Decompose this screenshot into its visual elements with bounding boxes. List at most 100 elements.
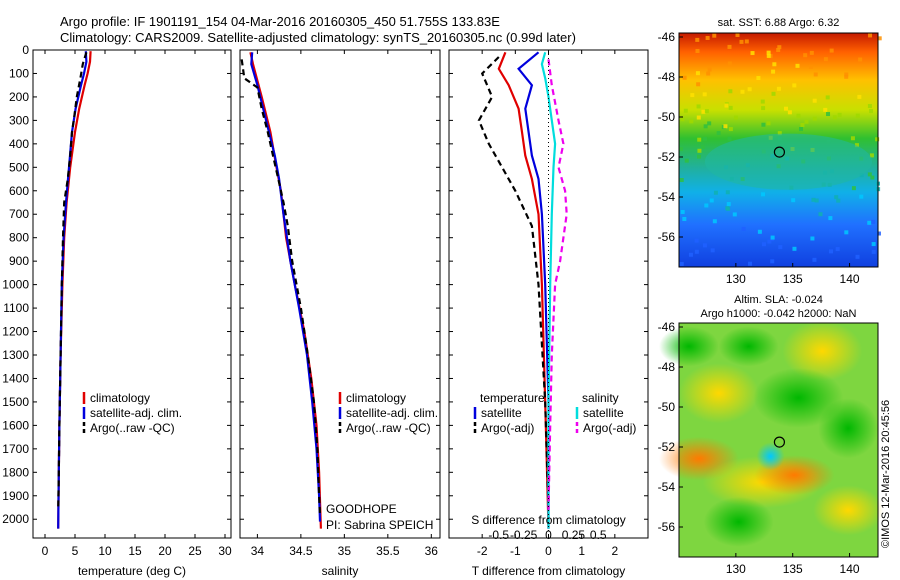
sst-cell [795,63,800,68]
sst-cell [776,86,781,91]
x-tick-label: 140 [840,272,860,286]
y-tick-label: 300 [9,113,29,127]
legend-label: climatology [90,391,150,405]
sst-cell [800,122,805,127]
sst-cell [733,115,738,120]
sla-blob [782,321,863,382]
sst-cell [724,103,729,108]
series-line [497,51,550,529]
sst-cell [766,50,771,55]
sst-cell [818,212,823,217]
sst-cell [682,216,687,221]
sst-cell [679,261,684,266]
x-tick-label: 135 [783,562,803,576]
x-tick-label-top: 0 [545,528,552,542]
y-tick-label: -52 [658,440,676,454]
x-tick-label: 25 [188,544,202,558]
x-tick-label-top: 0.25 [562,528,586,542]
sst-cell [740,89,745,94]
sst-cell [836,198,841,203]
y-tick-label: 2000 [2,512,29,526]
y-tick-label: 700 [9,207,29,221]
x-tick-label: 20 [158,544,172,558]
x-tick-label: 130 [726,272,746,286]
sst-cell [787,110,792,115]
sst-cell [688,252,693,257]
sst-cell [696,82,701,87]
sst-cell [771,91,776,96]
y-tick-label: 1000 [2,278,29,292]
y-tick-label: -54 [658,190,676,204]
sst-cell [835,247,840,252]
y-tick-label: 1100 [3,301,29,315]
sst-cell [760,99,765,104]
sst-cell [695,49,700,54]
legend-label: Argo(..raw -QC) [346,421,431,435]
sst-cell [702,92,707,97]
y-tick-label: 1600 [2,418,29,432]
sst-cell [770,235,775,240]
sst-cell [770,259,775,264]
temperature-panel: 0 5 10 15 20 25 300100200300400500600700800900… [2,43,232,578]
x-tick-label: 34 [251,544,265,558]
sst-cell [869,153,874,158]
sst-cell [776,47,781,52]
sla-blob [718,326,779,367]
sst-cell [867,172,872,177]
sst-cell [772,62,777,67]
y-tick-label: -50 [658,110,676,124]
sst-cell [761,192,766,197]
x-tick-label: 35 [338,544,352,558]
x-tick-label: 0 [545,544,552,558]
sst-cell [876,231,881,236]
x-tick-label: 15 [128,544,142,558]
sst-cell [726,202,731,207]
argo-position-marker [773,146,786,158]
sst-cell [844,230,849,235]
x-tick-label: 135 [783,272,803,286]
sst-cell [697,154,702,159]
sst-cell [844,74,849,79]
sst-cell [829,48,834,53]
sst-cell [741,226,746,231]
y-tick-label: 200 [9,90,29,104]
y-tick-label: 0 [22,43,29,57]
y-tick-label: -50 [658,400,676,414]
sst-cell [844,72,849,77]
sst-cell [696,104,701,109]
sst-cell [697,137,702,142]
y-tick-label: 1900 [2,489,29,503]
sst-cell [823,57,828,62]
sst-cell [766,121,771,126]
sst-cell [689,119,694,124]
sst-cell [814,198,819,203]
x-axis-label: salinity [322,564,359,578]
sst-cell [680,209,685,214]
sla-blob [678,363,759,424]
sst-cell [725,190,730,195]
sst-cell [696,115,701,120]
x-tick-label: 36 [425,544,439,558]
sst-cell [703,136,708,141]
sst-map-panel: 130 135 140 -46 -48 -50 -52 -54 -56 sat. SST: 6.8… [658,17,882,286]
x-tick-label: 140 [840,562,860,576]
sst-cell [707,67,712,72]
sst-cell [823,107,828,112]
y-tick-label: 1700 [2,442,29,456]
y-tick-label: -52 [658,150,676,164]
x-axis-label: temperature (deg C) [78,564,186,578]
x-axis-label: T difference from climatology [472,564,626,578]
x-tick-label-top: -0.25 [510,528,538,542]
sst-cell [750,51,755,56]
sst-cell [712,33,717,38]
argo-position-marker [773,436,786,448]
sst-cell [855,254,860,259]
sst-cell [709,198,714,203]
sst-cell [697,148,702,153]
x-tick-label: 5 [72,544,79,558]
sst-cell [727,136,732,141]
y-tick-label: 900 [9,254,29,268]
sst-cell [829,249,834,254]
sla-blob [756,442,785,471]
x-tick-label: 0 [42,544,49,558]
